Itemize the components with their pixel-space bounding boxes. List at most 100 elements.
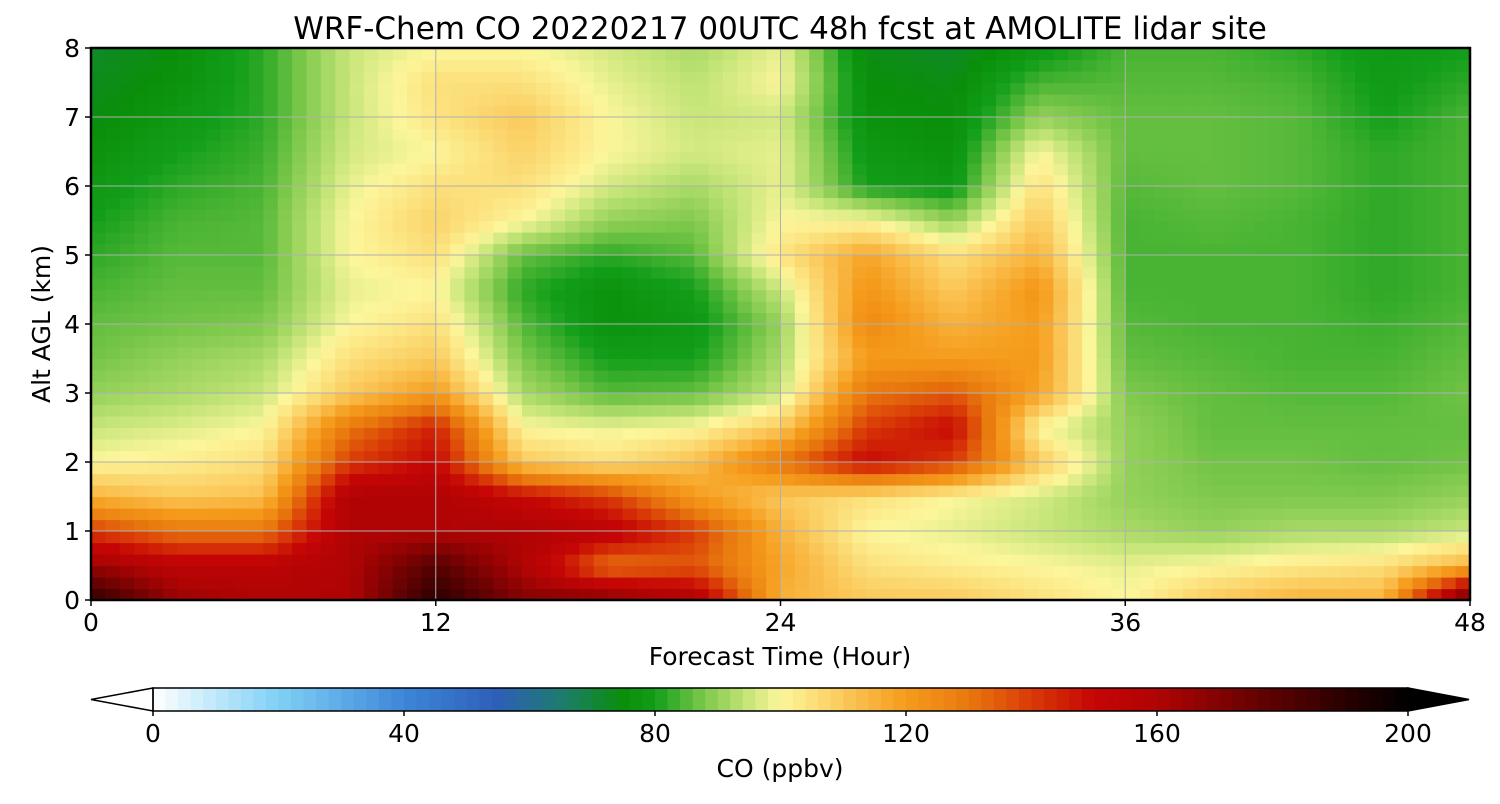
- heatmap-cell: [177, 577, 193, 590]
- heatmap-cell: [1010, 209, 1026, 222]
- heatmap-cell: [679, 232, 695, 245]
- heatmap-cell: [521, 243, 537, 256]
- heatmap-cell: [148, 496, 164, 509]
- heatmap-cell: [1067, 335, 1083, 348]
- heatmap-cell: [177, 588, 193, 601]
- heatmap-cell: [407, 554, 422, 567]
- heatmap-cell: [464, 289, 480, 302]
- heatmap-cell: [1125, 496, 1141, 509]
- heatmap-cell: [1283, 71, 1299, 84]
- heatmap-cell: [1311, 312, 1327, 325]
- heatmap-cell: [924, 128, 940, 141]
- heatmap-cell: [493, 220, 509, 233]
- heatmap-cell: [1283, 278, 1299, 291]
- heatmap-cell: [694, 59, 710, 72]
- colorbar-segment: [215, 688, 229, 711]
- heatmap-cell: [249, 59, 264, 72]
- heatmap-cell: [593, 312, 609, 325]
- heatmap-cell: [1240, 370, 1256, 383]
- heatmap-cell: [435, 151, 451, 164]
- heatmap-cell: [478, 232, 494, 245]
- heatmap-cell: [1254, 278, 1270, 291]
- heatmap-cell: [881, 358, 897, 371]
- heatmap-cell: [478, 140, 494, 153]
- heatmap-cell: [651, 163, 667, 176]
- heatmap-cell: [737, 324, 753, 337]
- heatmap-cell: [1283, 588, 1299, 601]
- heatmap-cell: [737, 243, 753, 256]
- heatmap-cell: [536, 358, 552, 371]
- heatmap-cell: [1067, 404, 1083, 417]
- heatmap-cell: [794, 301, 810, 314]
- heatmap-cell: [579, 554, 595, 567]
- heatmap-cell: [608, 358, 624, 371]
- heatmap-cell: [1355, 531, 1371, 544]
- heatmap-cell: [952, 71, 968, 84]
- heatmap-cell: [852, 301, 868, 314]
- heatmap-cell: [335, 427, 351, 440]
- heatmap-cell: [737, 174, 753, 187]
- heatmap-cell: [608, 151, 624, 164]
- heatmap-cell: [421, 163, 437, 176]
- heatmap-cell: [1283, 519, 1299, 532]
- heatmap-cell: [1369, 554, 1385, 567]
- heatmap-cell: [1268, 289, 1284, 302]
- heatmap-cell: [723, 335, 738, 348]
- heatmap-cell: [1398, 370, 1414, 383]
- heatmap-cell: [392, 519, 408, 532]
- heatmap-cell: [952, 117, 968, 130]
- heatmap-cell: [363, 324, 379, 337]
- heatmap-cell: [1398, 174, 1414, 187]
- heatmap-cell: [952, 105, 968, 118]
- heatmap-cell: [924, 531, 940, 544]
- heatmap-cell: [1039, 186, 1055, 199]
- y-tick-label: 4: [64, 310, 80, 339]
- heatmap-cell: [823, 59, 839, 72]
- heatmap-cell: [1426, 393, 1442, 406]
- heatmap-cell: [651, 358, 667, 371]
- heatmap-cell: [205, 266, 221, 279]
- heatmap-cell: [450, 554, 466, 567]
- heatmap-cell: [507, 427, 523, 440]
- heatmap-cell: [651, 347, 667, 360]
- heatmap-cell: [177, 94, 193, 107]
- heatmap-cell: [881, 508, 897, 521]
- heatmap-cell: [852, 197, 868, 210]
- heatmap-cell: [1067, 450, 1083, 463]
- heatmap-cell: [622, 542, 638, 555]
- heatmap-cell: [967, 151, 983, 164]
- heatmap-cell: [1398, 519, 1414, 532]
- heatmap-cell: [478, 519, 494, 532]
- heatmap-cell: [550, 358, 566, 371]
- heatmap-cell: [349, 289, 365, 302]
- heatmap-cell: [651, 519, 667, 532]
- heatmap-cell: [1311, 209, 1327, 222]
- heatmap-cell: [895, 232, 911, 245]
- heatmap-cell: [1197, 450, 1213, 463]
- heatmap-cell: [1441, 324, 1457, 337]
- heatmap-cell: [421, 140, 437, 153]
- heatmap-cell: [766, 531, 782, 544]
- heatmap-cell: [708, 473, 724, 486]
- colorbar-segment: [491, 688, 505, 711]
- heatmap-cell: [177, 370, 193, 383]
- heatmap-cell: [852, 347, 868, 360]
- heatmap-cell: [952, 508, 968, 521]
- heatmap-cell: [723, 82, 738, 95]
- heatmap-cell: [1039, 370, 1055, 383]
- y-tick-label: 6: [64, 172, 80, 201]
- heatmap-cell: [866, 427, 882, 440]
- heatmap-cell: [694, 565, 710, 578]
- heatmap-cell: [450, 197, 466, 210]
- heatmap-cell: [177, 105, 193, 118]
- heatmap-cell: [938, 508, 954, 521]
- heatmap-cell: [837, 174, 853, 187]
- heatmap-cell: [995, 393, 1011, 406]
- heatmap-cell: [335, 255, 351, 268]
- heatmap-cell: [162, 82, 178, 95]
- heatmap-cell: [521, 71, 537, 84]
- heatmap-cell: [1096, 473, 1112, 486]
- heatmap-cell: [450, 347, 466, 360]
- heatmap-cell: [91, 197, 106, 210]
- heatmap-cell: [1110, 439, 1126, 452]
